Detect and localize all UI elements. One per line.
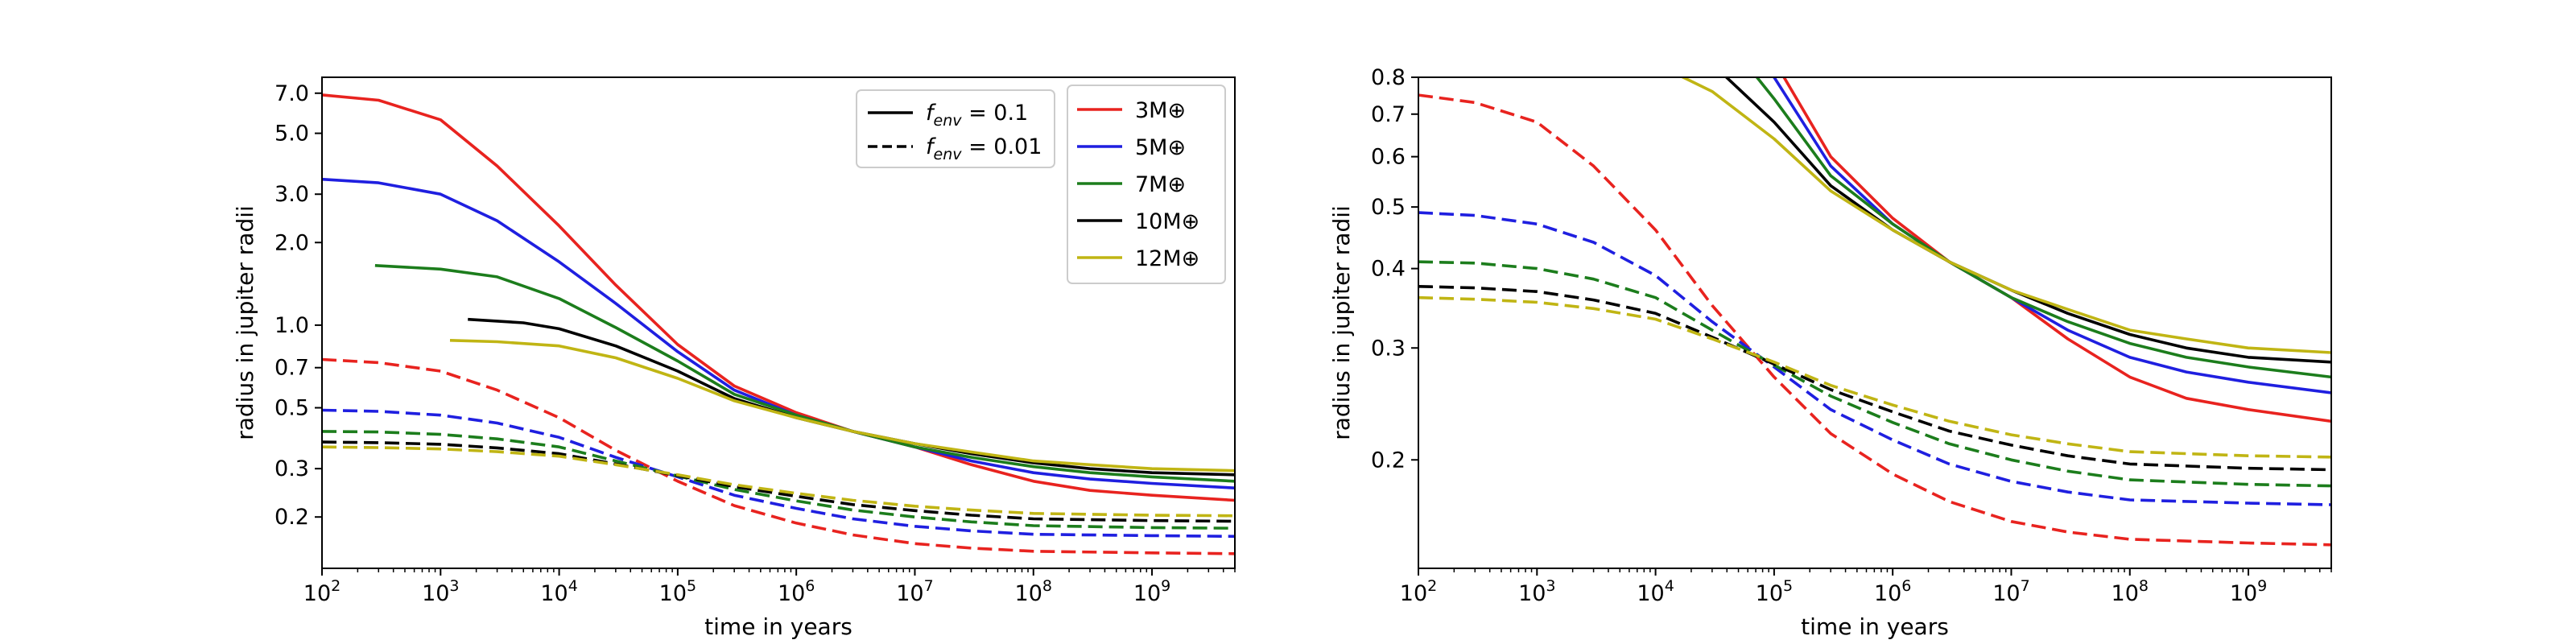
right-x-axis-label: time in years — [1801, 613, 1949, 640]
left-y-tick-label: 0.2 — [275, 505, 309, 530]
left-x-tick-label: 107 — [896, 577, 933, 606]
style-legend-box — [856, 89, 1055, 168]
left-y-tick-label: 3.0 — [275, 182, 309, 207]
right-series-line-1 — [1772, 77, 2331, 394]
style-legend-label: fenv = 0.01 — [926, 134, 1042, 163]
right-y-tick-label: 0.7 — [1371, 102, 1406, 127]
right-series-line-6 — [1418, 211, 2331, 506]
left-series-line-8 — [322, 440, 1235, 523]
mass-legend-box — [1067, 85, 1226, 284]
right-series-line-9 — [1418, 295, 2331, 459]
left-series-line-9 — [322, 445, 1235, 518]
right-axes-frame — [1418, 76, 2332, 569]
right-series-line-2 — [1755, 77, 2331, 379]
left-y-tick-label: 2.0 — [275, 230, 309, 255]
left-x-tick-label: 103 — [422, 577, 459, 606]
right-series-line-4 — [1679, 77, 2331, 354]
right-panel: 102 103 104 105 106 107 108 109 0.2 0.3 0.4 0.5 0.6 0… — [1328, 65, 2332, 640]
right-series-group — [1418, 77, 2331, 547]
left-series-line-4 — [449, 339, 1235, 473]
left-y-tick-label: 0.3 — [275, 456, 309, 481]
right-y-tick-label: 0.6 — [1371, 145, 1406, 170]
left-series-group — [322, 93, 1235, 555]
mass-legend-label: 3M⊕ — [1135, 98, 1186, 123]
left-series-line-7 — [322, 430, 1235, 530]
right-y-axis-label: radius in jupiter radii — [1328, 205, 1355, 440]
right-y-tick-label: 0.4 — [1371, 257, 1406, 282]
right-y-tick-label: 0.2 — [1371, 448, 1406, 473]
left-y-tick-label: 7.0 — [275, 81, 309, 106]
left-x-tick-label: 109 — [1133, 577, 1170, 606]
right-series-line-5 — [1418, 93, 2331, 547]
right-x-tick-label: 105 — [1756, 577, 1793, 606]
left-x-tick-label: 102 — [303, 577, 341, 606]
mass-legend-label: 7M⊕ — [1135, 172, 1186, 197]
right-y-tick-label: 0.8 — [1371, 65, 1406, 90]
right-y-tick-label: 0.5 — [1371, 195, 1406, 220]
right-series-line-0 — [1782, 77, 2331, 423]
mass-legend-label: 5M⊕ — [1135, 135, 1186, 160]
left-y-tick-label: 0.7 — [275, 356, 309, 381]
right-series-line-8 — [1418, 285, 2331, 472]
left-panel: 102 103 104 105 106 107 108 109 0.2 0.3 0.5 0.7 1.0 2… — [232, 76, 1236, 640]
left-x-axis-label: time in years — [704, 613, 852, 640]
right-x-tick-label: 106 — [1874, 577, 1911, 606]
right-x-tick-label: 102 — [1400, 577, 1437, 606]
left-y-tick-label: 0.5 — [275, 396, 309, 421]
left-series-line-5 — [322, 357, 1235, 555]
left-x-tick-label: 108 — [1015, 577, 1052, 606]
left-y-tick-label: 5.0 — [275, 122, 309, 147]
mass-legend-label: 12M⊕ — [1135, 246, 1199, 271]
right-x-tick-label: 103 — [1518, 577, 1555, 606]
right-x-tick-label: 109 — [2230, 577, 2267, 606]
right-series-line-3 — [1724, 77, 2331, 364]
mass-legend-label: 10M⊕ — [1135, 209, 1199, 234]
left-x-tick-label: 104 — [540, 577, 577, 606]
left-series-line-2 — [374, 264, 1235, 483]
right-series-line-7 — [1418, 260, 2331, 488]
right-x-tick-label: 108 — [2112, 577, 2149, 606]
right-x-tick-label: 104 — [1637, 577, 1674, 606]
left-x-tick-label: 106 — [778, 577, 815, 606]
left-y-tick-label: 1.0 — [275, 313, 309, 338]
left-series-line-0 — [322, 93, 1235, 502]
left-series-line-6 — [322, 408, 1235, 539]
right-y-tick-label: 0.3 — [1371, 336, 1406, 361]
right-x-tick-label: 107 — [1992, 577, 2029, 606]
left-y-axis-label: radius in jupiter radii — [232, 205, 258, 440]
left-x-tick-label: 105 — [659, 577, 696, 606]
left-series-line-1 — [322, 177, 1235, 489]
